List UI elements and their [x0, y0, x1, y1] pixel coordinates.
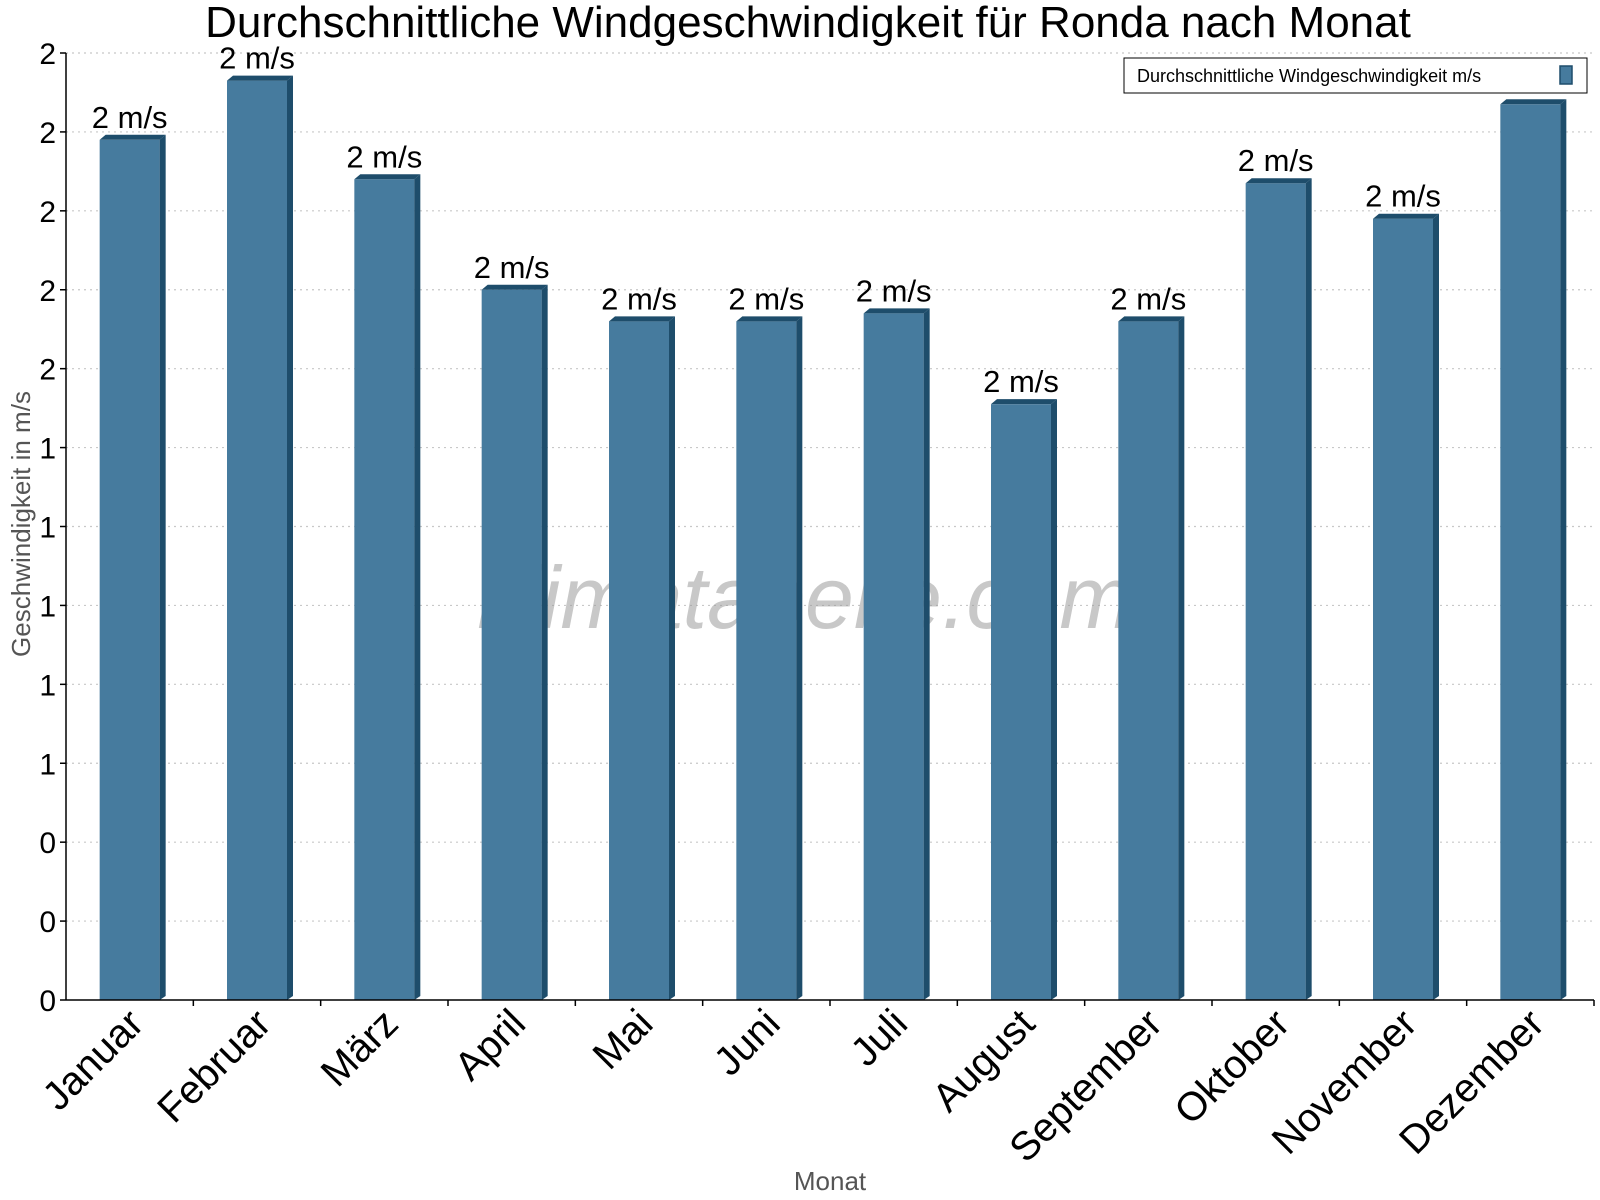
bar-face [481, 289, 542, 1000]
bar [1500, 99, 1567, 1000]
grid [66, 52, 1594, 922]
data-label: 2 m/s [474, 250, 550, 285]
y-tick-label: 2 [39, 38, 56, 71]
x-tick-label: Februar [149, 1001, 279, 1131]
bar-face [863, 313, 924, 1000]
bar-top [354, 174, 421, 180]
bar-face [1118, 321, 1179, 1001]
bar-side [923, 308, 930, 1000]
x-tick-label: Juni [706, 1001, 789, 1084]
bar-face [227, 80, 287, 1000]
y-tick-label: 1 [39, 433, 56, 466]
bar-side [414, 174, 421, 1000]
y-ticks: 0 0 0 1 1 1 1 1 2 2 2 2 2 [39, 38, 66, 1018]
bar-side [541, 284, 548, 1000]
x-axis-label: Monat [794, 1166, 867, 1196]
x-tick-label: August [924, 1001, 1043, 1120]
data-label: 2 m/s [1238, 143, 1314, 178]
y-tick-label: 0 [39, 906, 56, 939]
bar-face [736, 321, 797, 1001]
bars [99, 75, 1567, 1001]
y-tick-label: 1 [39, 669, 56, 702]
bar [227, 75, 293, 1000]
bar-side [796, 316, 803, 1001]
x-tick-label: Juli [842, 1001, 916, 1075]
y-tick-label: 1 [39, 512, 56, 545]
bar-face [1500, 104, 1561, 1000]
bar-top [1118, 316, 1185, 322]
data-label: 2 m/s [1110, 281, 1186, 316]
y-tick-label: 1 [39, 748, 56, 781]
data-label: 2 m/s [219, 41, 295, 76]
x-tick-label: Januar [34, 1001, 152, 1119]
bar-side [159, 134, 166, 1000]
bar-top [1500, 99, 1567, 105]
data-label: 2 m/s [346, 139, 422, 174]
data-label: 2 m/s [728, 281, 804, 316]
bar-top [1245, 178, 1312, 184]
x-tick-label: Mai [585, 1001, 662, 1078]
bar-face [1245, 183, 1306, 1000]
bar-side [1051, 399, 1057, 1000]
bar [99, 134, 166, 1000]
y-tick-label: 0 [39, 985, 56, 1018]
x-tick-label: April [446, 1001, 534, 1089]
y-tick-label: 2 [39, 354, 56, 387]
bar [736, 316, 803, 1001]
bar-face [354, 179, 415, 1000]
x-tick-label: Oktober [1166, 1001, 1298, 1133]
bar-face [99, 139, 160, 1000]
data-label: 2 m/s [856, 273, 932, 308]
bar-side [1305, 178, 1312, 1000]
y-tick-label: 1 [39, 590, 56, 623]
data-labels: 2 m/s 2 m/s 2 m/s 2 m/s 2 m/s 2 m/s 2 m/s 2 m/s… [92, 41, 1568, 400]
bar-side [1433, 213, 1439, 1001]
bar [609, 316, 675, 1001]
bar [1118, 316, 1185, 1001]
x-tick-label: März [313, 1001, 407, 1095]
bar-top [863, 308, 930, 314]
bar [863, 308, 930, 1000]
legend-label: Durchschnittliche Windgeschwindigkeit m/… [1137, 66, 1481, 86]
data-label: 2 m/s [1365, 179, 1441, 214]
bar-top [609, 316, 675, 322]
bar-top [227, 75, 293, 81]
bar [354, 174, 421, 1000]
legend-box [1123, 57, 1588, 94]
bar-side [287, 75, 293, 1000]
bar-top [481, 284, 548, 290]
data-label: 2 m/s [983, 364, 1059, 399]
bar [1373, 213, 1439, 1001]
chart-title: Durchschnittliche Windgeschwindigkeit fü… [205, 0, 1411, 47]
bar-face [609, 321, 669, 1001]
y-tick-label: 2 [39, 196, 56, 229]
bar-top [736, 316, 803, 322]
bar-face [1373, 218, 1433, 1001]
y-axis-label: Geschwindigkeit in m/s [6, 391, 36, 657]
bar-top [1373, 213, 1439, 219]
y-tick-label: 0 [39, 827, 56, 860]
bar-side [1560, 99, 1567, 1000]
bar-top [99, 134, 166, 140]
y-tick-label: 2 [39, 117, 56, 150]
legend-swatch [1559, 65, 1573, 85]
bar-face [991, 404, 1051, 1000]
bar-side [669, 316, 675, 1001]
legend: Durchschnittliche Windgeschwindigkeit m/… [1123, 57, 1588, 94]
bar [991, 399, 1057, 1000]
data-label: 2 m/s [92, 100, 168, 135]
bar-top [991, 399, 1057, 405]
bar-side [1178, 316, 1185, 1001]
data-label: 2 m/s [601, 281, 677, 316]
y-tick-label: 2 [39, 275, 56, 308]
bar [481, 284, 548, 1000]
bar [1245, 178, 1312, 1000]
